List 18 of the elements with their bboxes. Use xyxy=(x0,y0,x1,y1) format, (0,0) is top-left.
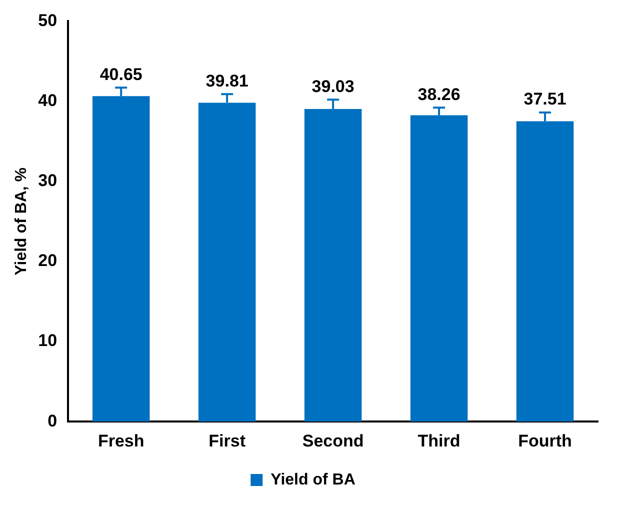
y-axis-title: Yield of BA, % xyxy=(13,167,30,276)
data-label: 39.81 xyxy=(206,71,248,90)
x-tick-label: Fresh xyxy=(98,431,144,450)
data-label: 39.03 xyxy=(312,76,354,96)
y-tick-label: 30 xyxy=(38,171,58,190)
y-tick-label: 50 xyxy=(38,10,58,30)
y-tick-label: 10 xyxy=(38,331,58,350)
x-tick-label: Second xyxy=(302,431,364,450)
data-label: 37.51 xyxy=(524,90,566,109)
legend-label: Yield of BA xyxy=(270,471,356,488)
data-label: 40.65 xyxy=(100,64,142,84)
x-tick-label: Fourth xyxy=(518,431,572,450)
y-tick-label: 40 xyxy=(38,90,58,110)
data-label: 38.26 xyxy=(418,84,460,104)
x-tick-label: First xyxy=(208,431,246,450)
y-tick-label: 0 xyxy=(48,411,58,430)
y-tick-label: 20 xyxy=(38,251,58,270)
x-tick-label: Third xyxy=(418,431,460,450)
